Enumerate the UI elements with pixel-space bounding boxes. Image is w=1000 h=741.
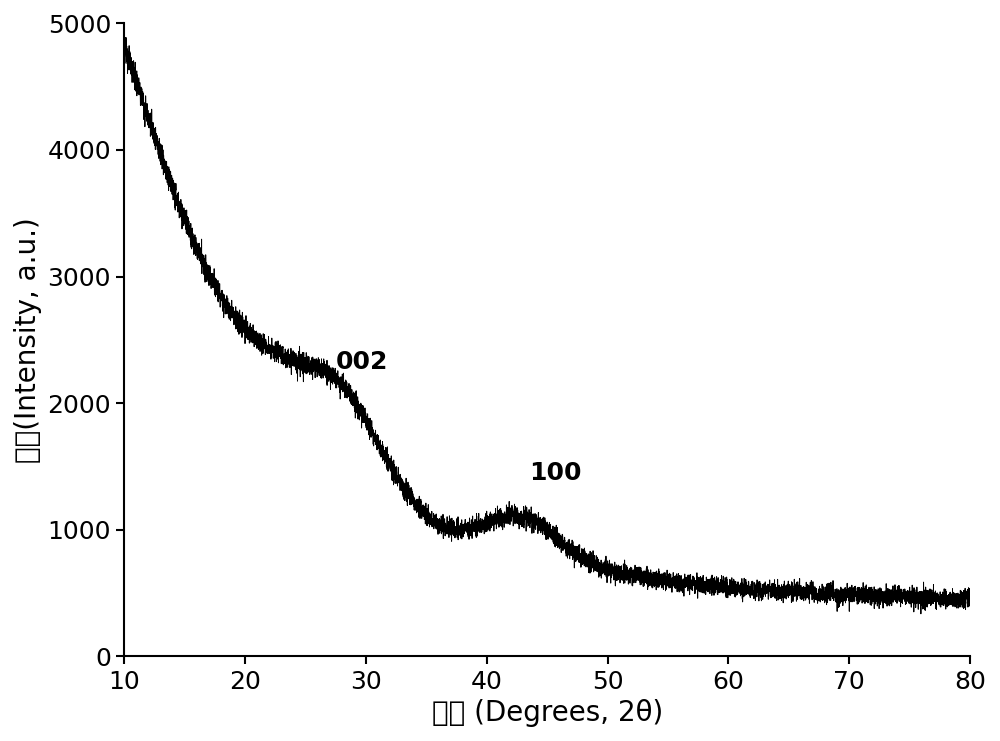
X-axis label: 角度 (Degrees, 2θ): 角度 (Degrees, 2θ) bbox=[432, 699, 663, 727]
Text: 100: 100 bbox=[529, 462, 582, 485]
Y-axis label: 强度(Intensity, a.u.): 强度(Intensity, a.u.) bbox=[14, 217, 42, 462]
Text: 002: 002 bbox=[336, 350, 388, 374]
